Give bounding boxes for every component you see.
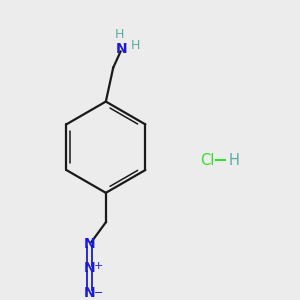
Text: N: N (84, 237, 95, 251)
Text: N: N (84, 286, 95, 300)
Text: +: + (94, 260, 103, 271)
Text: Cl: Cl (200, 153, 214, 168)
Text: N: N (84, 262, 95, 275)
Text: N: N (116, 42, 127, 56)
Text: H: H (131, 38, 141, 52)
Text: H: H (114, 28, 124, 41)
Text: H: H (229, 153, 240, 168)
Text: −: − (94, 288, 103, 298)
